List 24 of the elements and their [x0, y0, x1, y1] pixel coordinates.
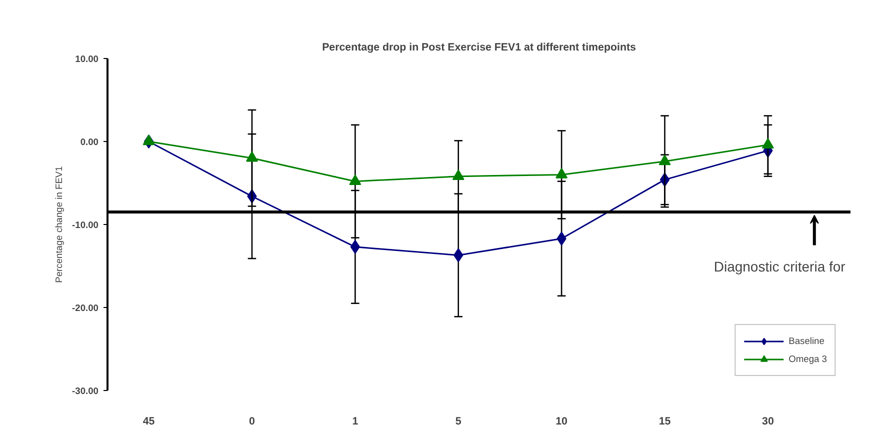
ref-line-label: Diagnostic criteria for — [714, 258, 846, 274]
x-tick-label: 10 — [556, 416, 568, 428]
y-tick-label: -20.00 — [72, 303, 99, 313]
y-tick-label: 0.00 — [80, 137, 98, 147]
point — [452, 170, 464, 180]
legend-label: Baseline — [788, 335, 824, 348]
point — [142, 134, 155, 146]
x-tick-label: 5 — [455, 416, 462, 428]
point — [556, 168, 568, 178]
x-tick-label: 15 — [658, 416, 671, 428]
y-tick-label: -30.00 — [72, 386, 99, 396]
x-tick-label: 1 — [352, 416, 358, 428]
x-tick-label: 0 — [249, 416, 256, 428]
point — [762, 138, 774, 148]
x-tick-label: 30 — [762, 416, 774, 428]
x-tick-label: 45 — [142, 416, 155, 428]
y-axis-title: Percentage change in FEV1 — [54, 166, 64, 283]
chart-title: Percentage drop in Post Exercise FEV1 at different timepoints — [322, 42, 636, 54]
point — [349, 174, 362, 186]
point — [246, 151, 258, 162]
y-tick-label: -10.00 — [72, 220, 99, 230]
y-tick-label: 10.00 — [75, 54, 98, 64]
point — [658, 154, 671, 166]
legend-label: Omega 3 — [788, 353, 827, 366]
